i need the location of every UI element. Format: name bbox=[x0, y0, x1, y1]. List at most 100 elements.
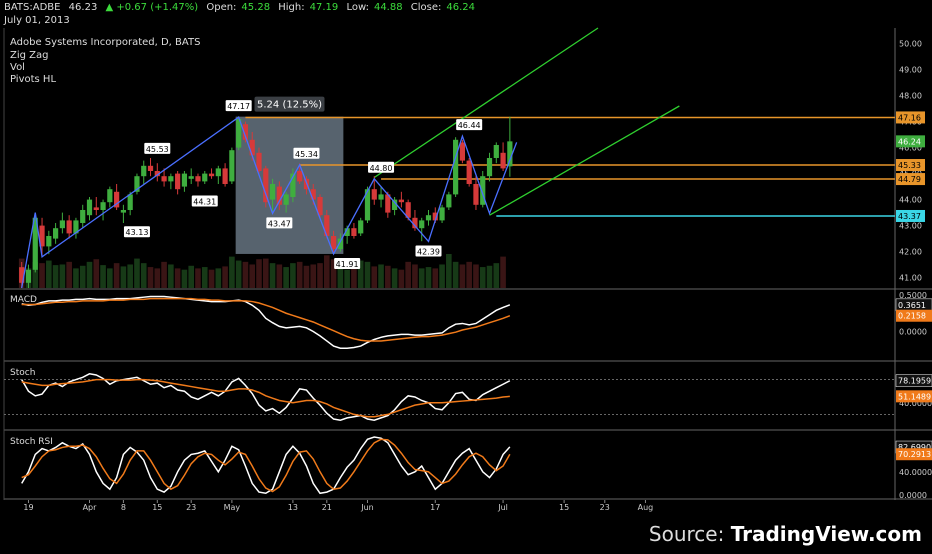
candle-body bbox=[507, 141, 513, 167]
volume-bar bbox=[127, 264, 133, 288]
candle-body bbox=[378, 194, 384, 200]
indicator-title: Stoch RSI bbox=[10, 437, 53, 447]
candle-body bbox=[432, 212, 438, 221]
candle-body bbox=[459, 142, 465, 161]
volume-bar bbox=[215, 268, 222, 288]
candle-body bbox=[324, 215, 330, 236]
price-tag-bg bbox=[896, 135, 925, 148]
candle-body bbox=[351, 228, 357, 236]
candle-body bbox=[486, 158, 493, 177]
candle-body bbox=[100, 202, 106, 210]
candle-body bbox=[344, 228, 350, 236]
volume-bar bbox=[59, 264, 66, 288]
symbol-header: BATS:ADBE 46.23 ▲ +0.67 (+1.47%) Open: 45… bbox=[4, 2, 480, 13]
volume-bar bbox=[479, 267, 486, 288]
last-price: 46.23 bbox=[68, 2, 98, 13]
price-tag: 43.37 bbox=[898, 212, 921, 221]
x-tick-label: 13 bbox=[288, 503, 298, 512]
candle-body bbox=[127, 194, 133, 210]
volume-bar bbox=[500, 256, 506, 288]
indicator-tag: 0.2158 bbox=[898, 312, 926, 321]
open-label: Open: bbox=[206, 2, 237, 13]
volume-bar bbox=[262, 258, 269, 288]
zigzag-line bbox=[21, 116, 518, 289]
volume-bar bbox=[439, 264, 445, 288]
indicator-title: MACD bbox=[10, 295, 37, 305]
volume-bar bbox=[310, 264, 317, 288]
candle-body bbox=[195, 176, 201, 182]
high-label: High: bbox=[278, 2, 305, 13]
candle-body bbox=[453, 139, 459, 195]
x-tick-label: 8 bbox=[121, 503, 126, 512]
volume-bar bbox=[337, 268, 344, 288]
study-pivots[interactable]: Pivots HL bbox=[10, 74, 57, 85]
pivot-label: 45.53 bbox=[146, 145, 169, 154]
volume-bar bbox=[371, 266, 378, 288]
volume-bar bbox=[473, 264, 479, 288]
indicator-tag-bg bbox=[895, 374, 932, 387]
volume-bar bbox=[391, 268, 398, 288]
x-tick-label: 15 bbox=[559, 503, 569, 512]
volume-bar bbox=[486, 265, 493, 288]
candle-body bbox=[59, 220, 65, 229]
price-tag-bg bbox=[896, 173, 925, 186]
candle-body bbox=[168, 176, 174, 182]
volume-bar bbox=[161, 261, 167, 288]
indicator-tick-label: 40.0000 bbox=[899, 468, 932, 477]
volume-bar bbox=[168, 264, 174, 288]
study-vol[interactable]: Vol bbox=[10, 62, 25, 73]
price-tag-bg bbox=[896, 209, 925, 222]
indicator-series-line bbox=[21, 373, 511, 421]
pivot-label-bg bbox=[415, 245, 442, 257]
volume-bar bbox=[73, 268, 79, 288]
x-tick-label: Jul bbox=[497, 503, 508, 512]
pivot-label-bg bbox=[266, 217, 293, 229]
candle-body bbox=[392, 199, 398, 210]
x-tick-label: 19 bbox=[23, 503, 33, 512]
volume-bar bbox=[100, 265, 106, 288]
candle-body bbox=[188, 176, 194, 179]
candle-body bbox=[371, 189, 377, 200]
candle-body bbox=[215, 168, 221, 177]
volume-bar bbox=[330, 259, 337, 288]
volume-bar bbox=[235, 260, 242, 288]
study-zigzag[interactable]: Zig Zag bbox=[10, 50, 49, 61]
price-tag: 47.16 bbox=[898, 113, 921, 122]
candle-body bbox=[290, 173, 296, 197]
candle-body bbox=[73, 220, 79, 234]
volume-bar bbox=[39, 263, 45, 288]
volume-bar bbox=[317, 263, 323, 288]
pivot-label: 42.39 bbox=[417, 247, 440, 256]
candle-body bbox=[141, 165, 147, 177]
price-tick-label: 50.00 bbox=[899, 40, 922, 49]
price-tick-label: 43.00 bbox=[899, 222, 922, 231]
candle-body bbox=[317, 197, 323, 216]
price-tick-label: 42.00 bbox=[899, 248, 922, 257]
pivot-label-bg bbox=[225, 100, 252, 112]
candle-body bbox=[263, 168, 269, 203]
volume-bar bbox=[208, 269, 215, 288]
candle-body bbox=[39, 225, 45, 247]
indicator-tag: 78.1959 bbox=[898, 377, 931, 386]
volume-bar bbox=[93, 259, 100, 288]
volume-bar bbox=[398, 269, 405, 288]
price-tick-label: 48.00 bbox=[899, 92, 922, 101]
pivot-label-bg bbox=[293, 147, 320, 159]
volume-bar bbox=[432, 268, 439, 288]
candle-body bbox=[330, 236, 337, 249]
pivot-label: 45.34 bbox=[295, 150, 318, 159]
pivot-label: 43.47 bbox=[268, 219, 291, 228]
price-tick-label: 41.00 bbox=[899, 274, 922, 283]
candle-body bbox=[80, 210, 86, 223]
volume-bar bbox=[405, 261, 411, 288]
volume-bar bbox=[32, 261, 39, 288]
volume-bar bbox=[466, 261, 472, 288]
candle-body bbox=[500, 152, 506, 169]
measure-label: 5.24 (12.5%) bbox=[257, 100, 322, 111]
candle-body bbox=[202, 173, 208, 182]
candle-body bbox=[405, 202, 411, 218]
symbol-name[interactable]: BATS:ADBE bbox=[4, 2, 61, 13]
price-tag-bg bbox=[896, 111, 925, 124]
volume-bar bbox=[425, 267, 432, 288]
candle-body bbox=[229, 150, 235, 182]
